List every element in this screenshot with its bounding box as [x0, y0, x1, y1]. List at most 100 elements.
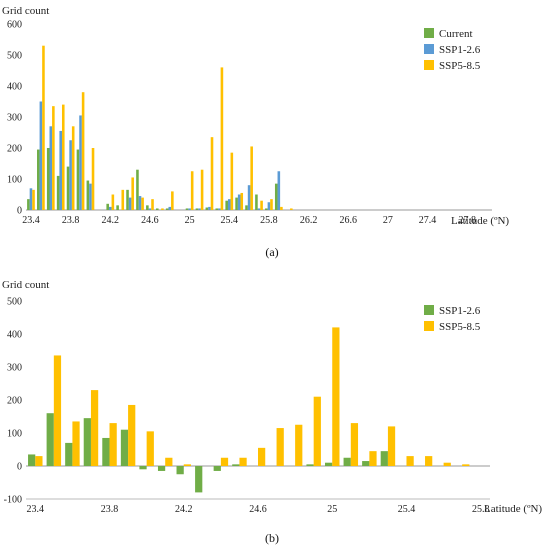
bar — [86, 180, 90, 210]
bar — [313, 396, 321, 466]
x-tick-label: 25.4 — [221, 215, 239, 226]
xlabel-a: Latitude (ºN) — [451, 215, 509, 227]
bar — [111, 194, 115, 210]
bar — [208, 206, 211, 210]
bar — [213, 466, 221, 471]
bar — [148, 208, 152, 210]
bar — [274, 183, 278, 210]
bar — [102, 437, 110, 466]
bar — [250, 146, 253, 210]
bar — [90, 390, 99, 466]
bar — [53, 355, 62, 466]
bar — [165, 208, 169, 210]
bar — [128, 197, 132, 210]
bar — [136, 169, 139, 210]
bar — [83, 418, 91, 466]
bar — [350, 423, 359, 466]
legend-b: SSP1-2.6 SSP5-8.5 — [424, 305, 481, 333]
bar — [79, 115, 82, 210]
y-tick-label: 200 — [7, 396, 22, 407]
x-tick-label: 23.4 — [22, 215, 40, 226]
bar — [65, 442, 73, 466]
bar — [183, 464, 191, 466]
y-tick-label: 500 — [7, 51, 22, 62]
bar — [161, 208, 164, 210]
bar — [237, 194, 241, 210]
ylabel-b: Grid count — [2, 279, 49, 291]
bar — [240, 192, 244, 210]
bar — [406, 456, 414, 466]
y-tick-label: 500 — [7, 297, 22, 308]
bar — [116, 205, 119, 210]
y-tick-label: 300 — [7, 113, 22, 124]
bar — [306, 464, 314, 466]
bar — [295, 424, 303, 466]
legend-swatch — [424, 60, 434, 70]
chart-panel-a: 0 100 200 300 400 500 600 23.4 23.8 24.2 24.6 25 25.… — [7, 20, 492, 226]
bar — [200, 169, 204, 210]
bar — [32, 189, 35, 210]
bar — [29, 188, 33, 210]
legend-label: SSP5-8.5 — [439, 60, 481, 72]
legend-swatch — [424, 44, 434, 54]
bar — [146, 205, 149, 210]
bar — [290, 208, 293, 210]
bar — [190, 171, 194, 210]
bar — [139, 466, 147, 470]
bar — [76, 149, 80, 210]
bar — [225, 200, 228, 210]
bar — [28, 454, 36, 466]
bar — [325, 462, 333, 466]
bar — [81, 92, 85, 210]
bar — [220, 457, 229, 466]
x-tick-label: 24.6 — [141, 215, 159, 226]
bar — [387, 426, 396, 466]
caption-a: (a) — [265, 245, 278, 259]
bar — [89, 183, 92, 210]
bar — [205, 207, 209, 210]
x-tick-label: 24.2 — [175, 504, 193, 515]
x-tick-label: 27 — [383, 215, 393, 226]
bar — [176, 466, 184, 475]
bar — [255, 194, 258, 210]
caption-b: (b) — [265, 531, 279, 545]
y-tick-label: 100 — [7, 175, 22, 186]
x-tick-label: 25.8 — [472, 504, 490, 515]
bar — [265, 208, 268, 210]
x-tick-label: 25 — [327, 504, 337, 515]
bar — [146, 431, 154, 466]
bar — [141, 197, 144, 210]
bar — [258, 447, 266, 466]
bar — [42, 45, 45, 211]
bar — [155, 208, 159, 210]
bar — [245, 205, 248, 210]
x-tick-label: 24.2 — [102, 215, 120, 226]
y-tick-label: 100 — [7, 429, 22, 440]
bar — [267, 202, 271, 210]
x-tick-label: 23.8 — [101, 504, 119, 515]
bar — [91, 148, 95, 210]
bar — [121, 189, 125, 210]
x-tick-label: 27.8 — [458, 215, 476, 226]
y-tick-label: 0 — [17, 462, 22, 473]
bar — [109, 423, 117, 466]
y-tick-label: -100 — [4, 495, 22, 506]
bar — [235, 197, 238, 210]
x-tick-label: 26.2 — [300, 215, 318, 226]
bar — [260, 200, 263, 210]
x-tick-label: 23.8 — [62, 215, 80, 226]
bar — [157, 466, 166, 471]
legend-label: Current — [439, 28, 473, 40]
bar — [56, 175, 60, 210]
xlabel-b: Latitude (ºN) — [484, 503, 542, 515]
bar — [69, 140, 72, 210]
bar — [108, 206, 112, 210]
y-tick-label: 200 — [7, 144, 22, 155]
x-tick-label: 25.4 — [398, 504, 416, 515]
x-tick-label: 25 — [185, 215, 195, 226]
x-tick-label: 25.8 — [260, 215, 278, 226]
bar — [59, 130, 62, 210]
bar — [72, 421, 80, 466]
bar — [185, 208, 189, 210]
bar — [195, 208, 199, 210]
